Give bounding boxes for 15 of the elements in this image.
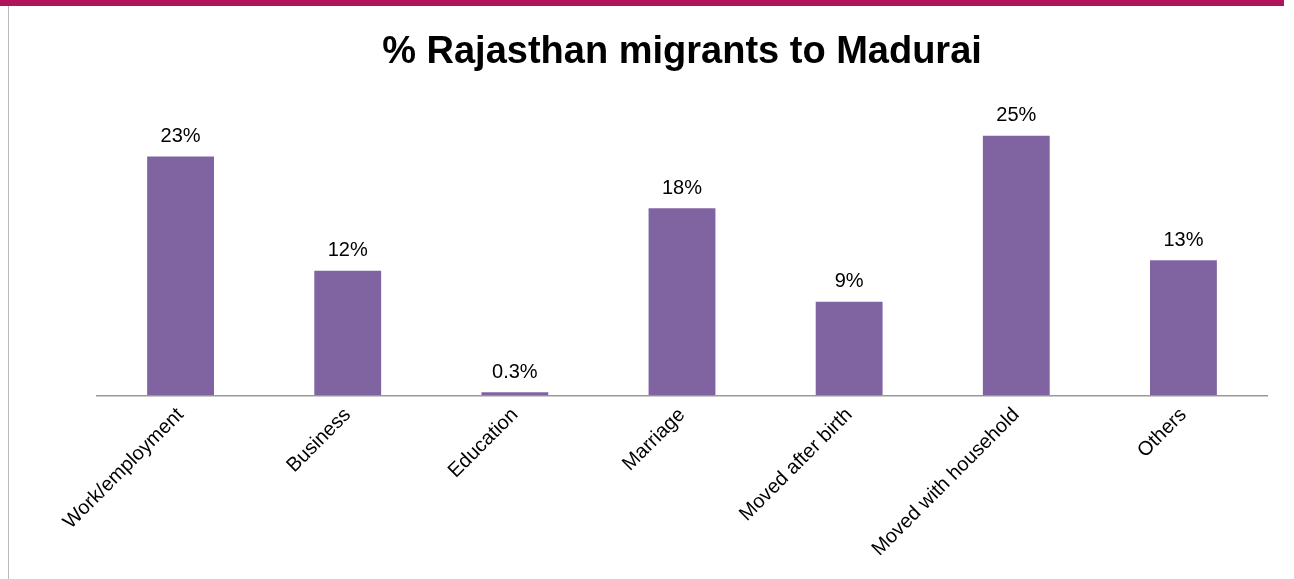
bar: [481, 392, 549, 396]
bar: [648, 208, 716, 396]
bar: [147, 156, 214, 396]
data-label: 9%: [834, 269, 864, 292]
data-label: 13%: [1163, 227, 1204, 250]
data-label: 0.3%: [492, 359, 538, 382]
data-label: 18%: [661, 175, 703, 198]
bar: [815, 301, 883, 396]
data-label: 12%: [327, 238, 368, 261]
bar: [982, 135, 1050, 396]
bar: [1150, 260, 1217, 396]
data-label: 25%: [996, 103, 1037, 126]
bar: [314, 270, 382, 396]
chart-title: % Rajasthan migrants to Madurai: [382, 29, 982, 72]
data-label: 23%: [160, 123, 201, 146]
